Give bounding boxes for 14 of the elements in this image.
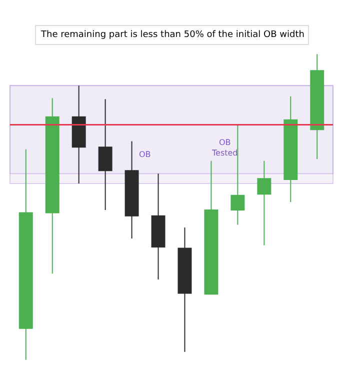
candlestick	[284, 96, 298, 203]
band-label: OB	[139, 150, 151, 159]
candlestick	[151, 173, 166, 280]
candlestick	[72, 85, 86, 184]
candlestick	[98, 98, 112, 211]
text: The remaining part is less than 50% of the initial OB width	[40, 30, 304, 40]
candlestick	[178, 226, 192, 352]
candlestick	[124, 140, 139, 239]
candlestick	[257, 160, 272, 246]
candlestick	[310, 54, 324, 160]
candlestick	[18, 148, 33, 360]
candlestick	[45, 98, 60, 274]
band-label: OB Tested	[211, 138, 238, 158]
candlestick	[204, 160, 218, 295]
